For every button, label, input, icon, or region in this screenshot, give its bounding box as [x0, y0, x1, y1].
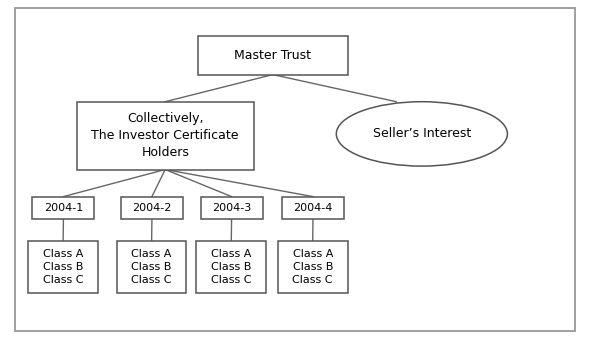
Text: Class A
Class B
Class C: Class A Class B Class C [43, 249, 83, 285]
FancyBboxPatch shape [278, 241, 348, 293]
Text: Class A
Class B
Class C: Class A Class B Class C [211, 249, 251, 285]
Ellipse shape [336, 102, 507, 166]
Text: Collectively,
The Investor Certificate
Holders: Collectively, The Investor Certificate H… [91, 112, 239, 159]
FancyBboxPatch shape [77, 102, 254, 170]
FancyBboxPatch shape [15, 8, 575, 331]
Text: Class A
Class B
Class C: Class A Class B Class C [132, 249, 172, 285]
Text: 2004-4: 2004-4 [293, 203, 333, 213]
FancyBboxPatch shape [282, 197, 344, 219]
Text: Master Trust: Master Trust [234, 48, 312, 62]
FancyBboxPatch shape [201, 197, 263, 219]
FancyBboxPatch shape [32, 197, 94, 219]
FancyBboxPatch shape [198, 36, 348, 75]
Text: 2004-1: 2004-1 [44, 203, 83, 213]
FancyBboxPatch shape [28, 241, 98, 293]
FancyBboxPatch shape [196, 241, 266, 293]
Text: 2004-3: 2004-3 [212, 203, 251, 213]
Text: Seller’s Interest: Seller’s Interest [373, 127, 471, 140]
FancyBboxPatch shape [121, 197, 183, 219]
Text: Class A
Class B
Class C: Class A Class B Class C [293, 249, 333, 285]
FancyBboxPatch shape [117, 241, 186, 293]
Text: 2004-2: 2004-2 [132, 203, 172, 213]
